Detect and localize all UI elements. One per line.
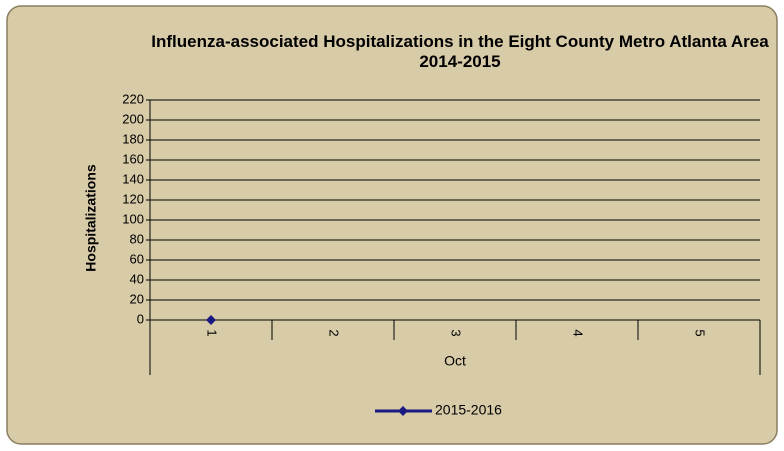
y-tick-label: 20 — [130, 291, 144, 306]
x-tick-label: 1 — [205, 329, 220, 336]
chart-title: Influenza-associated Hospitalizations in… — [151, 32, 769, 71]
y-tick-label: 120 — [122, 191, 144, 206]
marker — [398, 406, 408, 416]
y-tick-label: 0 — [137, 311, 144, 326]
y-tick-label: 140 — [122, 171, 144, 186]
y-tick-label: 160 — [122, 151, 144, 166]
y-tick-label: 180 — [122, 131, 144, 146]
y-tick-label: 200 — [122, 111, 144, 126]
y-tick-label: 40 — [130, 271, 144, 286]
marker — [206, 315, 216, 325]
y-tick-label: 80 — [130, 231, 144, 246]
x-tick-label: 5 — [693, 329, 708, 336]
x-tick-label: 4 — [571, 329, 586, 336]
legend-label: 2015-2016 — [435, 402, 502, 418]
x-tick-label: 3 — [449, 329, 464, 336]
y-tick-label: 60 — [130, 251, 144, 266]
y-tick-label: 220 — [122, 91, 144, 106]
y-tick-label: 100 — [122, 211, 144, 226]
x-axis-label: Oct — [444, 353, 466, 369]
y-axis-label: Hospitalizations — [83, 164, 99, 272]
x-tick-label: 2 — [327, 329, 342, 336]
chart-background — [6, 5, 778, 445]
